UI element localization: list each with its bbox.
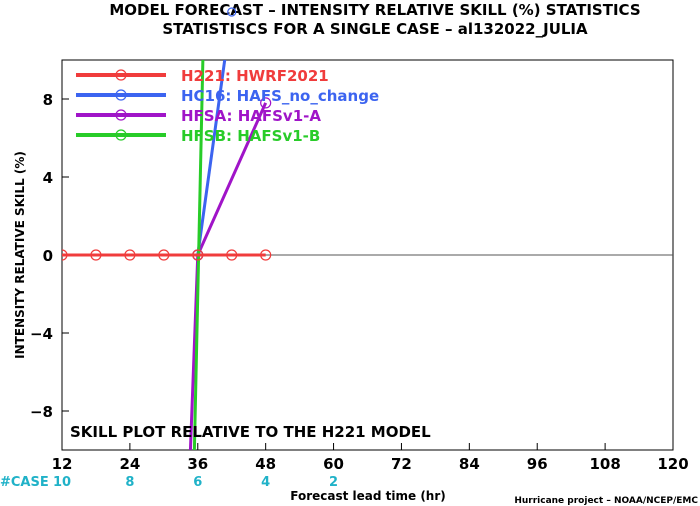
y-tick-label: −8 <box>30 403 53 421</box>
series-marker <box>124 249 136 261</box>
series-marker <box>226 249 238 261</box>
case-count: 2 <box>329 475 338 490</box>
x-tick-label: 108 <box>589 455 620 473</box>
case-count: 10 <box>53 475 71 490</box>
x-tick-label: 84 <box>459 455 480 473</box>
legend-marker <box>115 129 127 141</box>
case-count: 8 <box>125 475 134 490</box>
chart-subtitle: STATISTISCS FOR A SINGLE CASE – al132022… <box>162 20 588 38</box>
y-tick-label: 4 <box>43 169 53 187</box>
credit-text: Hurricane project – NOAA/NCEP/EMC <box>514 496 698 506</box>
legend-label: HFSA: HAFSv1-A <box>181 107 321 125</box>
x-tick-label: 96 <box>527 455 548 473</box>
series-marker <box>260 97 272 109</box>
case-counts: #CASE 10 8 6 4 2 <box>0 475 338 490</box>
y-axis-label: INTENSITY RELATIVE SKILL (%) <box>13 151 27 359</box>
series-layer <box>62 7 673 450</box>
x-tick-label: 36 <box>187 455 208 473</box>
x-tick-label: 60 <box>323 455 344 473</box>
y-tick-label: 8 <box>43 91 53 109</box>
series-marker-offscale <box>227 7 237 17</box>
x-tick-label: 120 <box>657 455 688 473</box>
y-tick-label: −4 <box>30 325 53 343</box>
chart-title: MODEL FORECAST – INTENSITY RELATIVE SKIL… <box>109 1 640 19</box>
series-marker <box>192 249 204 261</box>
x-tick-label: 12 <box>52 455 73 473</box>
series-marker <box>90 249 102 261</box>
series-marker <box>260 249 272 261</box>
legend: H221: HWRF2021 HC16: HAFS_no_change HFSA: … <box>76 67 379 145</box>
case-label: #CASE <box>0 475 49 490</box>
y-tick-label: 0 <box>43 247 53 265</box>
x-tick-label: 24 <box>119 455 140 473</box>
legend-marker <box>115 69 127 81</box>
case-count: 4 <box>261 475 270 490</box>
legend-marker <box>115 109 127 121</box>
legend-label: HC16: HAFS_no_change <box>181 87 379 105</box>
x-axis-label: Forecast lead time (hr) <box>290 489 446 503</box>
series-marker <box>158 249 170 261</box>
legend-label: H221: HWRF2021 <box>181 67 329 85</box>
series-line <box>196 60 227 256</box>
series-marker <box>62 249 68 261</box>
series-1 <box>62 249 272 261</box>
case-count: 6 <box>193 475 202 490</box>
legend-label: HFSB: HAFSv1-B <box>181 127 320 145</box>
x-tick-label: 72 <box>391 455 412 473</box>
skill-annotation: SKILL PLOT RELATIVE TO THE H221 MODEL <box>70 423 431 441</box>
legend-marker <box>115 89 127 101</box>
x-tick-label: 48 <box>255 455 276 473</box>
